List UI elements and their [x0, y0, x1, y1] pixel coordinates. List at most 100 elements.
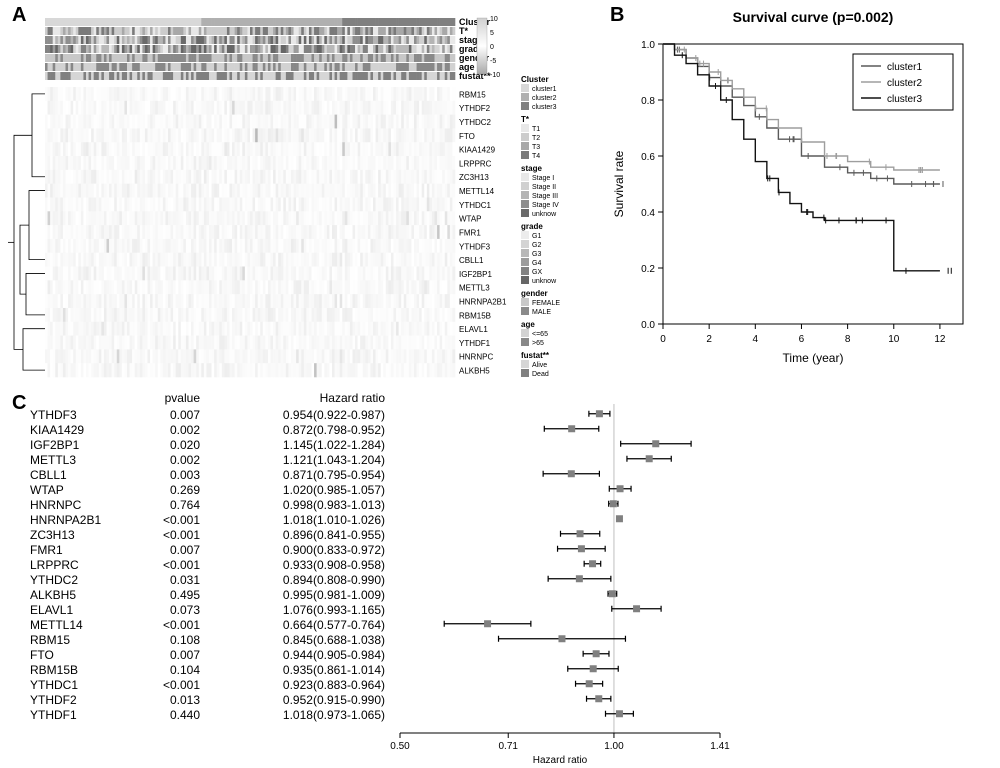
forest-hr-text: 0.872(0.798-0.952): [283, 423, 385, 437]
gene-row-label: IGF2BP1: [459, 270, 492, 279]
legend-item: Stage III: [532, 193, 558, 200]
forest-pvalue: 0.007: [170, 648, 200, 662]
gene-row-label: RBM15B: [459, 311, 491, 320]
legend-title: stage: [521, 164, 542, 173]
forest-hr-text: 0.933(0.908-0.958): [283, 558, 385, 572]
svg-text:1.0: 1.0: [641, 40, 655, 51]
forest-point: [633, 605, 640, 612]
forest-pvalue: 0.013: [170, 693, 200, 707]
gene-row-label: HNRNPC: [459, 353, 493, 362]
legend-item: cluster1: [887, 62, 922, 73]
legend-title: grade: [521, 222, 543, 231]
forest-point: [616, 515, 623, 522]
svg-text:0.8: 0.8: [641, 96, 655, 107]
svg-text:8: 8: [845, 334, 851, 345]
legend-title: gender: [521, 289, 548, 298]
gene-row-label: LRPPRC: [459, 159, 492, 168]
legend-swatch: [521, 191, 529, 199]
forest-gene: YTHDF1: [30, 708, 77, 722]
forest-pvalue: <0.001: [163, 678, 200, 692]
gene-row-label: WTAP: [459, 215, 482, 224]
legend-item: GX: [532, 269, 542, 276]
forest-gene: IGF2BP1: [30, 438, 80, 452]
svg-text:0.0: 0.0: [641, 320, 655, 331]
gene-row-label: METTL3: [459, 284, 490, 293]
heatmap-body: [45, 87, 455, 377]
forest-gene: LRPPRC: [30, 558, 79, 572]
legend-item: Stage I: [532, 175, 554, 182]
legend-swatch: [521, 182, 529, 190]
forest-point: [558, 635, 565, 642]
forest-point: [646, 455, 653, 462]
svg-text:1.00: 1.00: [604, 741, 624, 752]
legend-item: G1: [532, 233, 541, 240]
forest-hr-text: 0.944(0.905-0.984): [283, 648, 385, 662]
legend-swatch: [521, 307, 529, 315]
forest-hr-text: 0.954(0.922-0.987): [283, 408, 385, 422]
svg-text:-10: -10: [490, 72, 500, 79]
svg-text:0.4: 0.4: [641, 208, 655, 219]
forest-gene: WTAP: [30, 483, 64, 497]
forest-hr-text: 0.935(0.861-1.014): [283, 663, 385, 677]
svg-text:5: 5: [490, 30, 494, 37]
gene-row-label: FMR1: [459, 228, 481, 237]
forest-gene: ZC3H13: [30, 528, 75, 542]
forest-hr-text: 1.076(0.993-1.165): [283, 603, 385, 617]
figure-container: A B C ClusterT*stagegradegenderagefustat…: [0, 0, 1000, 768]
svg-text:-5: -5: [490, 58, 496, 65]
forest-point: [589, 560, 596, 567]
legend-item: G3: [532, 251, 541, 258]
forest-pvalue: 0.003: [170, 468, 200, 482]
legend-item: G2: [532, 242, 541, 249]
forest-pvalue: <0.001: [163, 528, 200, 542]
forest-gene: YTHDF3: [30, 408, 77, 422]
gene-row-label: ALKBH5: [459, 367, 490, 376]
svg-text:0.6: 0.6: [641, 152, 655, 163]
legend-swatch: [521, 369, 529, 377]
legend-swatch: [521, 276, 529, 284]
legend-item: Alive: [532, 362, 547, 369]
forest-point: [609, 590, 616, 597]
forest-pvalue: 0.104: [170, 663, 200, 677]
legend-swatch: [521, 200, 529, 208]
forest-gene: ALKBH5: [30, 588, 76, 602]
gene-row-label: YTHDF1: [459, 339, 491, 348]
forest-pvalue: 0.269: [170, 483, 200, 497]
gene-row-label: CBLL1: [459, 256, 484, 265]
legend-item: Stage IV: [532, 202, 559, 209]
legend-swatch: [521, 151, 529, 159]
svg-text:12: 12: [934, 334, 946, 345]
legend-item: cluster3: [887, 94, 922, 105]
legend-item: cluster1: [532, 86, 557, 93]
gene-row-label: ZC3H13: [459, 173, 489, 182]
forest-pvalue: 0.108: [170, 633, 200, 647]
legend-title: Cluster: [521, 75, 549, 84]
row-dendrogram: [8, 94, 45, 370]
svg-text:10: 10: [888, 334, 900, 345]
svg-text:6: 6: [799, 334, 805, 345]
forest-point: [568, 425, 575, 432]
legend-item: T1: [532, 126, 540, 133]
legend-item: unknow: [532, 278, 557, 285]
legend-swatch: [521, 93, 529, 101]
forest-gene: ELAVL1: [30, 603, 73, 617]
panel-B-survival: Survival curve (p=0.002)Time (year)Survi…: [605, 0, 1000, 388]
legend-swatch: [521, 133, 529, 141]
forest-pvalue: 0.002: [170, 453, 200, 467]
forest-pvalue: 0.020: [170, 438, 200, 452]
forest-hr-text: 0.845(0.688-1.038): [283, 633, 385, 647]
legend-swatch: [521, 142, 529, 150]
panel-C-forest: pvalueHazard ratioYTHDF30.0070.954(0.922…: [0, 388, 1000, 768]
svg-text:10: 10: [490, 16, 498, 23]
forest-point: [595, 695, 602, 702]
gene-row-label: YTHDC2: [459, 118, 492, 127]
legend-swatch: [521, 329, 529, 337]
forest-gene: CBLL1: [30, 468, 67, 482]
legend-swatch: [521, 231, 529, 239]
forest-hr-text: 0.923(0.883-0.964): [283, 678, 385, 692]
forest-pvalue: <0.001: [163, 558, 200, 572]
forest-hr-text: 1.018(0.973-1.065): [283, 708, 385, 722]
forest-xlabel: Hazard ratio: [533, 755, 588, 766]
legend-swatch: [521, 298, 529, 306]
forest-gene: RBM15: [30, 633, 70, 647]
